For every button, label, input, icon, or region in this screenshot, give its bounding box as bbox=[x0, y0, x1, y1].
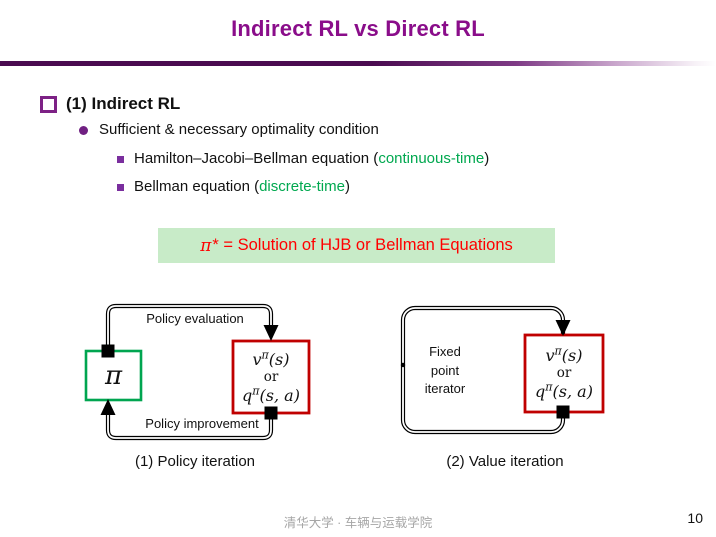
pi-symbol: π bbox=[200, 235, 212, 256]
sub-bullet-text: Bellman equation (discrete-time) bbox=[134, 178, 350, 195]
policy-box bbox=[84, 349, 143, 402]
sub-bullet-bellman: Bellman equation (discrete-time) bbox=[117, 178, 350, 195]
state-args: (s) bbox=[561, 346, 583, 365]
hjb-close-paren: ) bbox=[484, 150, 490, 167]
arrow-up-icon bbox=[100, 399, 116, 415]
state-action-args: (s, a) bbox=[552, 382, 593, 401]
round-bullet-icon bbox=[79, 126, 88, 135]
sub-bullet-text: Hamilton–Jacobi–Bellman equation (contin… bbox=[134, 150, 489, 167]
pi-superscript: π bbox=[554, 344, 562, 358]
value-box-content: vπ(s) or qπ(s, a) bbox=[233, 341, 309, 413]
value-iteration-diagram: Fixed point iterator vπ(s) or qπ(s, a) bbox=[390, 295, 620, 445]
small-square-bullet-icon bbox=[117, 184, 124, 191]
policy-evaluation-label: Policy evaluation bbox=[146, 311, 244, 326]
hjb-text: Hamilton–Jacobi–Bellman equation ( bbox=[134, 150, 379, 167]
policy-improvement-label: Policy improvement bbox=[145, 416, 259, 431]
footer-institution: 清华大学 · 车辆与运载学院 bbox=[283, 516, 433, 530]
square-connector-icon bbox=[264, 406, 278, 420]
loop-node-dot-icon bbox=[400, 362, 406, 368]
state-action-args: (s, a) bbox=[259, 385, 300, 405]
pi-superscript: π bbox=[261, 348, 269, 362]
or-text: or bbox=[556, 365, 572, 381]
arrow-down-icon bbox=[555, 320, 571, 336]
continuous-time-text: continuous-time bbox=[378, 150, 485, 167]
discrete-time-text: discrete-time bbox=[259, 178, 345, 195]
value-function-line: vπ(s) bbox=[252, 348, 290, 369]
page-title: Indirect RL vs Direct RL bbox=[231, 16, 485, 41]
value-function-line: vπ(s) bbox=[546, 346, 583, 365]
state-args: (s) bbox=[268, 349, 290, 369]
pi-superscript: π bbox=[545, 380, 553, 394]
pi-star: * bbox=[212, 236, 219, 254]
small-square-bullet-icon bbox=[117, 156, 124, 163]
fixed-label-line: Fixed bbox=[429, 344, 461, 359]
title-divider bbox=[0, 61, 716, 66]
pi-superscript: π bbox=[252, 384, 260, 398]
solution-banner: π * = Solution of HJB or Bellman Equation… bbox=[158, 228, 555, 263]
q-symbol: q bbox=[242, 385, 253, 405]
sub-bullet-hjb: Hamilton–Jacobi–Bellman equation (contin… bbox=[117, 150, 489, 167]
value-iteration-caption: (2) Value iteration bbox=[446, 453, 564, 470]
policy-iteration-diagram: Policy evaluation Policy improvement π v… bbox=[75, 295, 330, 445]
q-function-line: qπ(s, a) bbox=[242, 384, 300, 405]
value-box-content: vπ(s) or qπ(s, a) bbox=[525, 335, 603, 412]
value-iteration-loop-graphic bbox=[400, 305, 605, 435]
fixed-label-line: iterator bbox=[424, 381, 466, 396]
fixed-label-line: point bbox=[430, 362, 460, 378]
policy-iteration-loop-graphic bbox=[84, 303, 311, 441]
square-bullet-icon bbox=[40, 96, 57, 113]
q-function-line: qπ(s, a) bbox=[535, 382, 593, 401]
heading-indirect-rl: (1) Indirect RL bbox=[40, 94, 180, 114]
q-symbol: q bbox=[535, 382, 546, 401]
heading-label: (1) Indirect RL bbox=[66, 94, 181, 113]
bullet-label: Sufficient & necessary optimality condit… bbox=[99, 121, 379, 138]
square-connector-icon bbox=[101, 344, 115, 358]
policy-symbol: π bbox=[104, 360, 123, 391]
v-symbol: v bbox=[252, 349, 262, 369]
banner-text: = Solution of HJB or Bellman Equations bbox=[218, 236, 513, 254]
bellman-close-paren: ) bbox=[344, 178, 350, 195]
bullet-optimality-condition: Sufficient & necessary optimality condit… bbox=[79, 121, 379, 138]
value-box bbox=[523, 333, 605, 414]
bellman-text: Bellman equation ( bbox=[134, 178, 260, 195]
policy-iteration-caption: (1) Policy iteration bbox=[134, 453, 256, 470]
arrow-down-icon bbox=[263, 325, 279, 341]
or-text: or bbox=[263, 368, 279, 385]
square-connector-icon bbox=[556, 405, 570, 419]
fixed-point-iterator-label: Fixed point iterator bbox=[405, 343, 485, 399]
v-symbol: v bbox=[545, 346, 555, 365]
page-number: 10 bbox=[687, 510, 703, 526]
